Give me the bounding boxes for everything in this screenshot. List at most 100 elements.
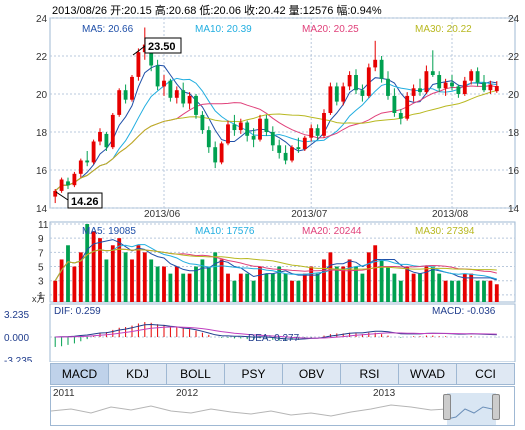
- price-y-tick: 14: [36, 204, 48, 215]
- volume-bar: [494, 284, 499, 302]
- volume-ma30-line: [54, 248, 497, 281]
- price-y-tick-right: 24: [508, 14, 520, 25]
- volume-bar: [168, 273, 173, 302]
- dea-line: [55, 326, 497, 339]
- tab-kdj[interactable]: KDJ: [109, 364, 167, 384]
- volume-bar: [430, 266, 435, 302]
- candle-body: [334, 86, 339, 102]
- candle-body: [53, 190, 58, 197]
- volume-bar: [360, 273, 365, 302]
- volume-bar: [98, 238, 102, 302]
- volume-bar: [136, 245, 141, 302]
- candle-body: [386, 78, 390, 96]
- volume-bar: [450, 280, 454, 302]
- ma-lines: [54, 64, 497, 192]
- navigator-left-handle[interactable]: [443, 394, 451, 420]
- price-y-ticks-right: 24 22 20 18 16 14: [508, 14, 520, 215]
- volume-bar: [258, 266, 262, 302]
- volume-bar: [315, 273, 320, 302]
- volume-bar: [424, 266, 429, 302]
- candle-body: [98, 132, 102, 142]
- volume-bar: [469, 273, 474, 302]
- candle-body: [91, 141, 96, 163]
- volume-unit-label: x万: [32, 294, 46, 304]
- candle-body: [181, 90, 186, 104]
- price-y-ticks: 24 22 20 18 16 14: [36, 14, 48, 215]
- nav-year-2012: 2012: [176, 388, 199, 399]
- tab-obv[interactable]: OBV: [283, 364, 341, 384]
- candle-body: [322, 113, 326, 136]
- low-annotation-box: [67, 192, 103, 209]
- navigator-right-handle[interactable]: [492, 394, 500, 420]
- ma5-label: MA5: 20.66: [82, 24, 134, 35]
- volume-bar: [238, 273, 243, 302]
- volume-bar: [405, 266, 410, 302]
- volume-bar: [392, 273, 397, 302]
- candle-body: [194, 95, 198, 115]
- candle-body: [482, 82, 486, 91]
- volume-ma-lines: [54, 239, 497, 281]
- volume-bar: [123, 252, 128, 302]
- volume-bar: [155, 266, 160, 302]
- vol-ma30-label: MA30: 27394: [415, 226, 475, 237]
- volume-bar: [437, 273, 442, 302]
- volume-bar: [194, 266, 198, 302]
- range-navigator[interactable]: 2011 2012 2013: [50, 386, 515, 426]
- candle-body: [424, 71, 429, 93]
- candle-body: [174, 90, 179, 98]
- volume-bar: [174, 266, 179, 302]
- tab-boll[interactable]: BOLL: [167, 364, 225, 384]
- candle-body: [59, 179, 64, 191]
- navigator-sparkline: [51, 393, 497, 425]
- candle-body: [456, 86, 461, 94]
- volume-bar: [379, 259, 384, 302]
- volume-bar: [366, 252, 371, 302]
- high-annotation-leader: [132, 45, 146, 56]
- candle-body: [360, 90, 365, 96]
- tab-wvad[interactable]: WVAD: [399, 364, 457, 384]
- volume-bar: [142, 252, 147, 302]
- volume-bar: [277, 266, 282, 302]
- candle-body: [245, 122, 250, 136]
- candle-body: [226, 124, 230, 144]
- chart-canvas[interactable]: 24 22 20 18 16 14 24 22 20 18 16 14 MA5: 20.66 MA1…: [0, 0, 525, 362]
- candle-body: [379, 59, 384, 79]
- high-annotation: 23.50: [148, 41, 176, 53]
- volume-bar: [322, 259, 326, 302]
- nav-year-2011: 2011: [53, 388, 75, 399]
- candle-body: [469, 71, 474, 81]
- volume-bar: [104, 259, 109, 302]
- tab-macd[interactable]: MACD: [51, 364, 109, 384]
- candlesticks: [53, 27, 499, 204]
- volume-bar: [270, 273, 275, 302]
- dea-label: DEA: 0.277: [248, 333, 300, 344]
- tab-psy[interactable]: PSY: [225, 364, 283, 384]
- candle-body: [238, 122, 243, 131]
- quote-header: 2013/08/26 开:20.15 高:20.68 低:20.06 收:20.…: [52, 5, 382, 17]
- volume-bar: [213, 252, 218, 302]
- tab-cci[interactable]: CCI: [457, 364, 514, 384]
- candle-body: [411, 88, 416, 96]
- candle-body: [219, 143, 224, 163]
- candle-body: [258, 118, 262, 140]
- candle-body: [155, 65, 160, 87]
- candle-body: [347, 75, 352, 87]
- volume-bar: [264, 273, 269, 302]
- price-y-tick: 22: [36, 52, 48, 63]
- candle-body: [162, 80, 166, 87]
- volume-bar: [72, 266, 77, 302]
- candle-body: [187, 95, 192, 104]
- volume-y-ticks: 11 9 7 5 3 1: [38, 220, 49, 302]
- candle-body: [488, 84, 493, 91]
- candle-body: [366, 67, 371, 96]
- volume-bar: [296, 280, 301, 302]
- volume-bar: [386, 266, 390, 302]
- volume-y-tick: 3: [38, 277, 44, 288]
- tab-rsi[interactable]: RSI: [341, 364, 399, 384]
- ma30-label: MA30: 20.22: [415, 24, 472, 35]
- volume-bar: [200, 259, 205, 302]
- price-y-tick: 24: [36, 14, 48, 25]
- volume-bar: [53, 280, 58, 302]
- price-y-tick-right: 14: [508, 204, 520, 215]
- volume-bar: [462, 273, 467, 302]
